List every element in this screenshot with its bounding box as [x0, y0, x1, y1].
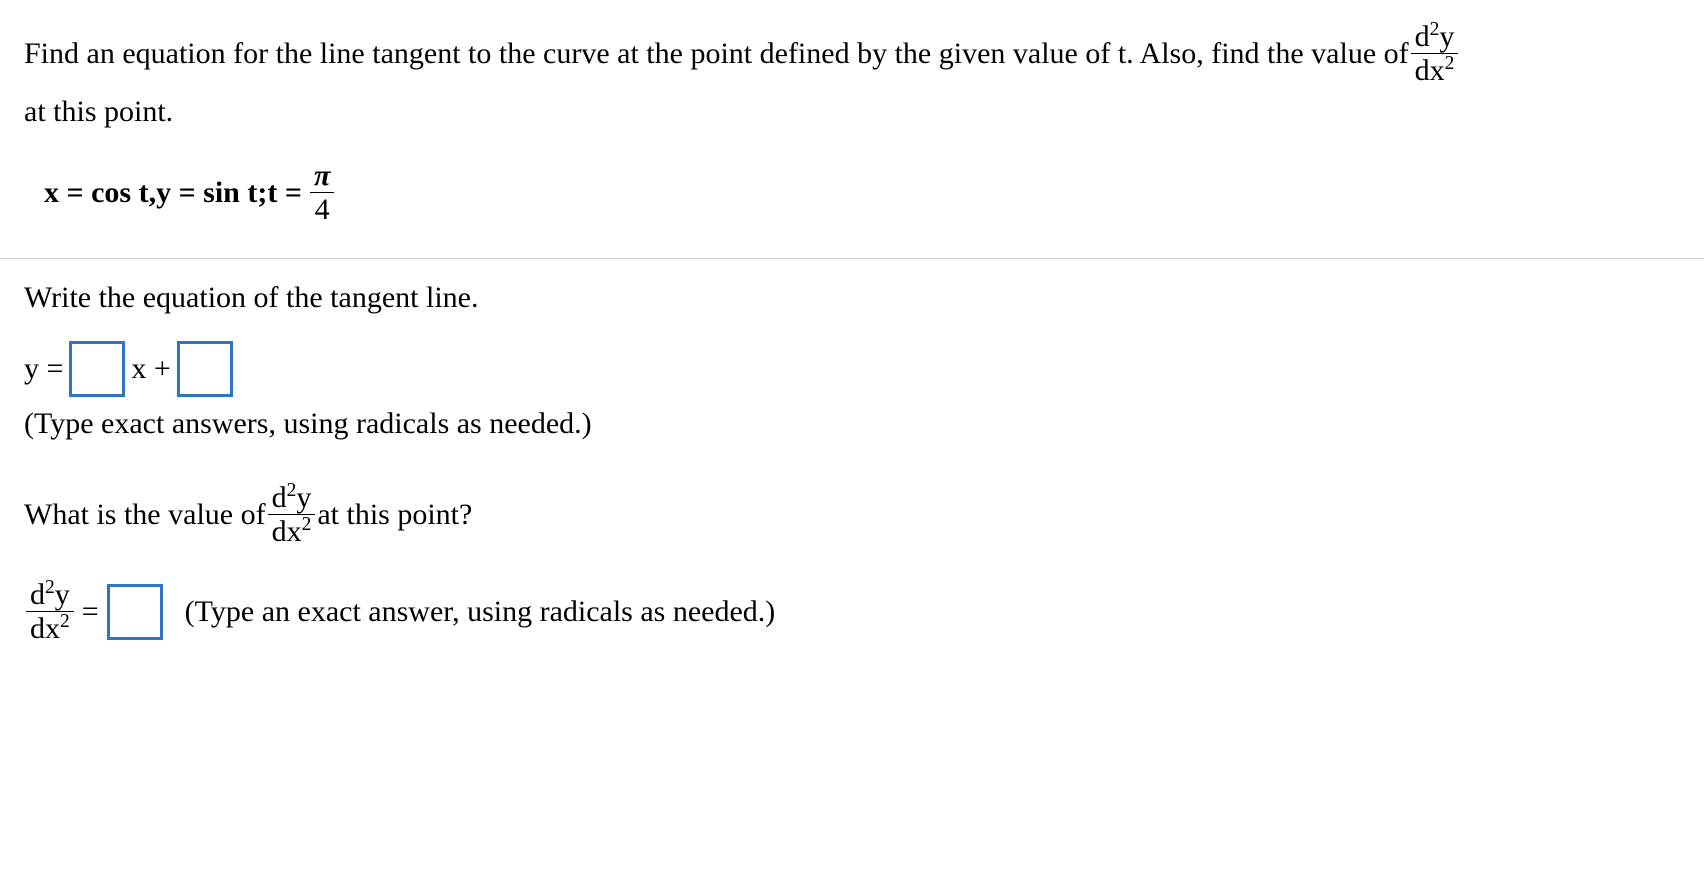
- q2-text-1: What is the value of: [24, 498, 266, 532]
- tangent-line-equation: y = x +: [24, 341, 1680, 397]
- q2-fraction-numerator: d2y: [268, 481, 316, 515]
- problem-text-2: at this point.: [24, 95, 1680, 129]
- t-label: t =: [267, 176, 302, 210]
- fraction-denominator: dx2: [1411, 54, 1459, 87]
- answer-section: Write the equation of the tangent line. …: [0, 281, 1704, 665]
- x-equation: x = cos t: [44, 176, 149, 210]
- t-denominator: 4: [310, 193, 334, 226]
- y-equals-label: y =: [24, 352, 63, 386]
- t-value-fraction: π 4: [310, 159, 334, 226]
- q1-prompt: Write the equation of the tangent line.: [24, 281, 1680, 315]
- q2-fraction: d2y dx2: [268, 481, 316, 548]
- q2-answer-fraction: d2y dx2: [26, 578, 74, 645]
- question-container: Find an equation for the line tangent to…: [0, 0, 1704, 258]
- slope-input[interactable]: [69, 341, 125, 397]
- fraction-numerator: d2y: [1411, 20, 1459, 54]
- second-derivative-input[interactable]: [107, 584, 163, 640]
- section-separator: [0, 258, 1704, 259]
- q1-hint: (Type exact answers, using radicals as n…: [24, 407, 1680, 441]
- q2a-fraction-denominator: dx2: [26, 612, 74, 645]
- problem-statement: Find an equation for the line tangent to…: [24, 20, 1680, 87]
- problem-text-1: Find an equation for the line tangent to…: [24, 25, 1409, 82]
- y-equation: y = sin t;: [156, 176, 267, 210]
- question-1: Write the equation of the tangent line. …: [24, 281, 1680, 441]
- t-numerator: π: [310, 159, 334, 193]
- second-derivative-fraction: d2y dx2: [1411, 20, 1459, 87]
- q2-hint: (Type an exact answer, using radicals as…: [185, 595, 776, 629]
- question-2-prompt: What is the value of d2y dx2 at this poi…: [24, 481, 1680, 548]
- q2a-fraction-numerator: d2y: [26, 578, 74, 612]
- separator-comma: ,: [149, 176, 157, 210]
- q2-text-2: at this point?: [317, 498, 472, 532]
- x-plus-label: x +: [131, 352, 170, 386]
- intercept-input[interactable]: [177, 341, 233, 397]
- q2-fraction-denominator: dx2: [268, 515, 316, 548]
- equals-label: =: [82, 595, 99, 629]
- given-equation: x = cos t , y = sin t; t = π 4: [24, 159, 1680, 226]
- q2-answer-line: d2y dx2 = (Type an exact answer, using r…: [24, 578, 1680, 645]
